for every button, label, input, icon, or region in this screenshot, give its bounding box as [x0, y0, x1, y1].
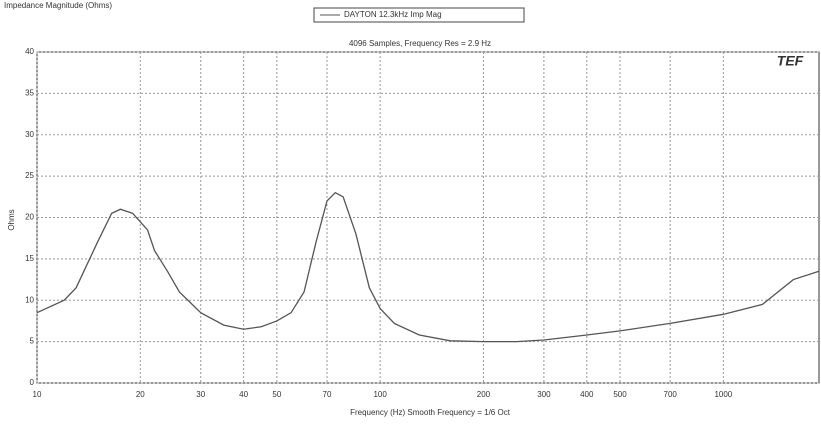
y-tick-label: 35 — [25, 88, 34, 97]
x-tick-label: 50 — [272, 390, 281, 399]
y-tick-label: 0 — [30, 378, 35, 387]
y-tick-label: 20 — [25, 213, 34, 222]
y-tick-label: 40 — [25, 47, 34, 56]
x-tick-label: 30 — [196, 390, 205, 399]
x-tick-label: 40 — [239, 390, 248, 399]
legend-label: DAYTON 12.3kHz Imp Mag — [344, 10, 442, 19]
x-tick-label: 10 — [33, 390, 42, 399]
legend-box — [313, 7, 525, 23]
data-line — [36, 191, 820, 343]
y-tick-label: 15 — [25, 254, 34, 263]
x-tick-label: 400 — [580, 390, 594, 399]
y-tick-label: 5 — [30, 337, 35, 346]
y-tick-label: 10 — [25, 295, 34, 304]
y-tick-label: 25 — [25, 171, 34, 180]
subtitle: 4096 Samples, Frequency Res = 2.9 Hz — [349, 39, 491, 48]
x-tick-label: 70 — [323, 390, 332, 399]
x-tick-label: 1000 — [714, 390, 732, 399]
x-tick-label: 20 — [136, 390, 145, 399]
x-tick-label: 100 — [373, 390, 387, 399]
chart-title: Impedance Magnitude (Ohms) — [4, 1, 112, 10]
logo: TEF — [777, 53, 804, 69]
y-axis-label: Ohms — [7, 209, 16, 230]
x-tick-label: 200 — [477, 390, 491, 399]
y-tick-label: 30 — [25, 130, 34, 139]
x-tick-label: 500 — [613, 390, 627, 399]
x-axis-label: Frequency (Hz) Smooth Frequency = 1/6 Oc… — [350, 408, 511, 417]
x-tick-label: 300 — [537, 390, 551, 399]
x-tick-label: 700 — [664, 390, 678, 399]
